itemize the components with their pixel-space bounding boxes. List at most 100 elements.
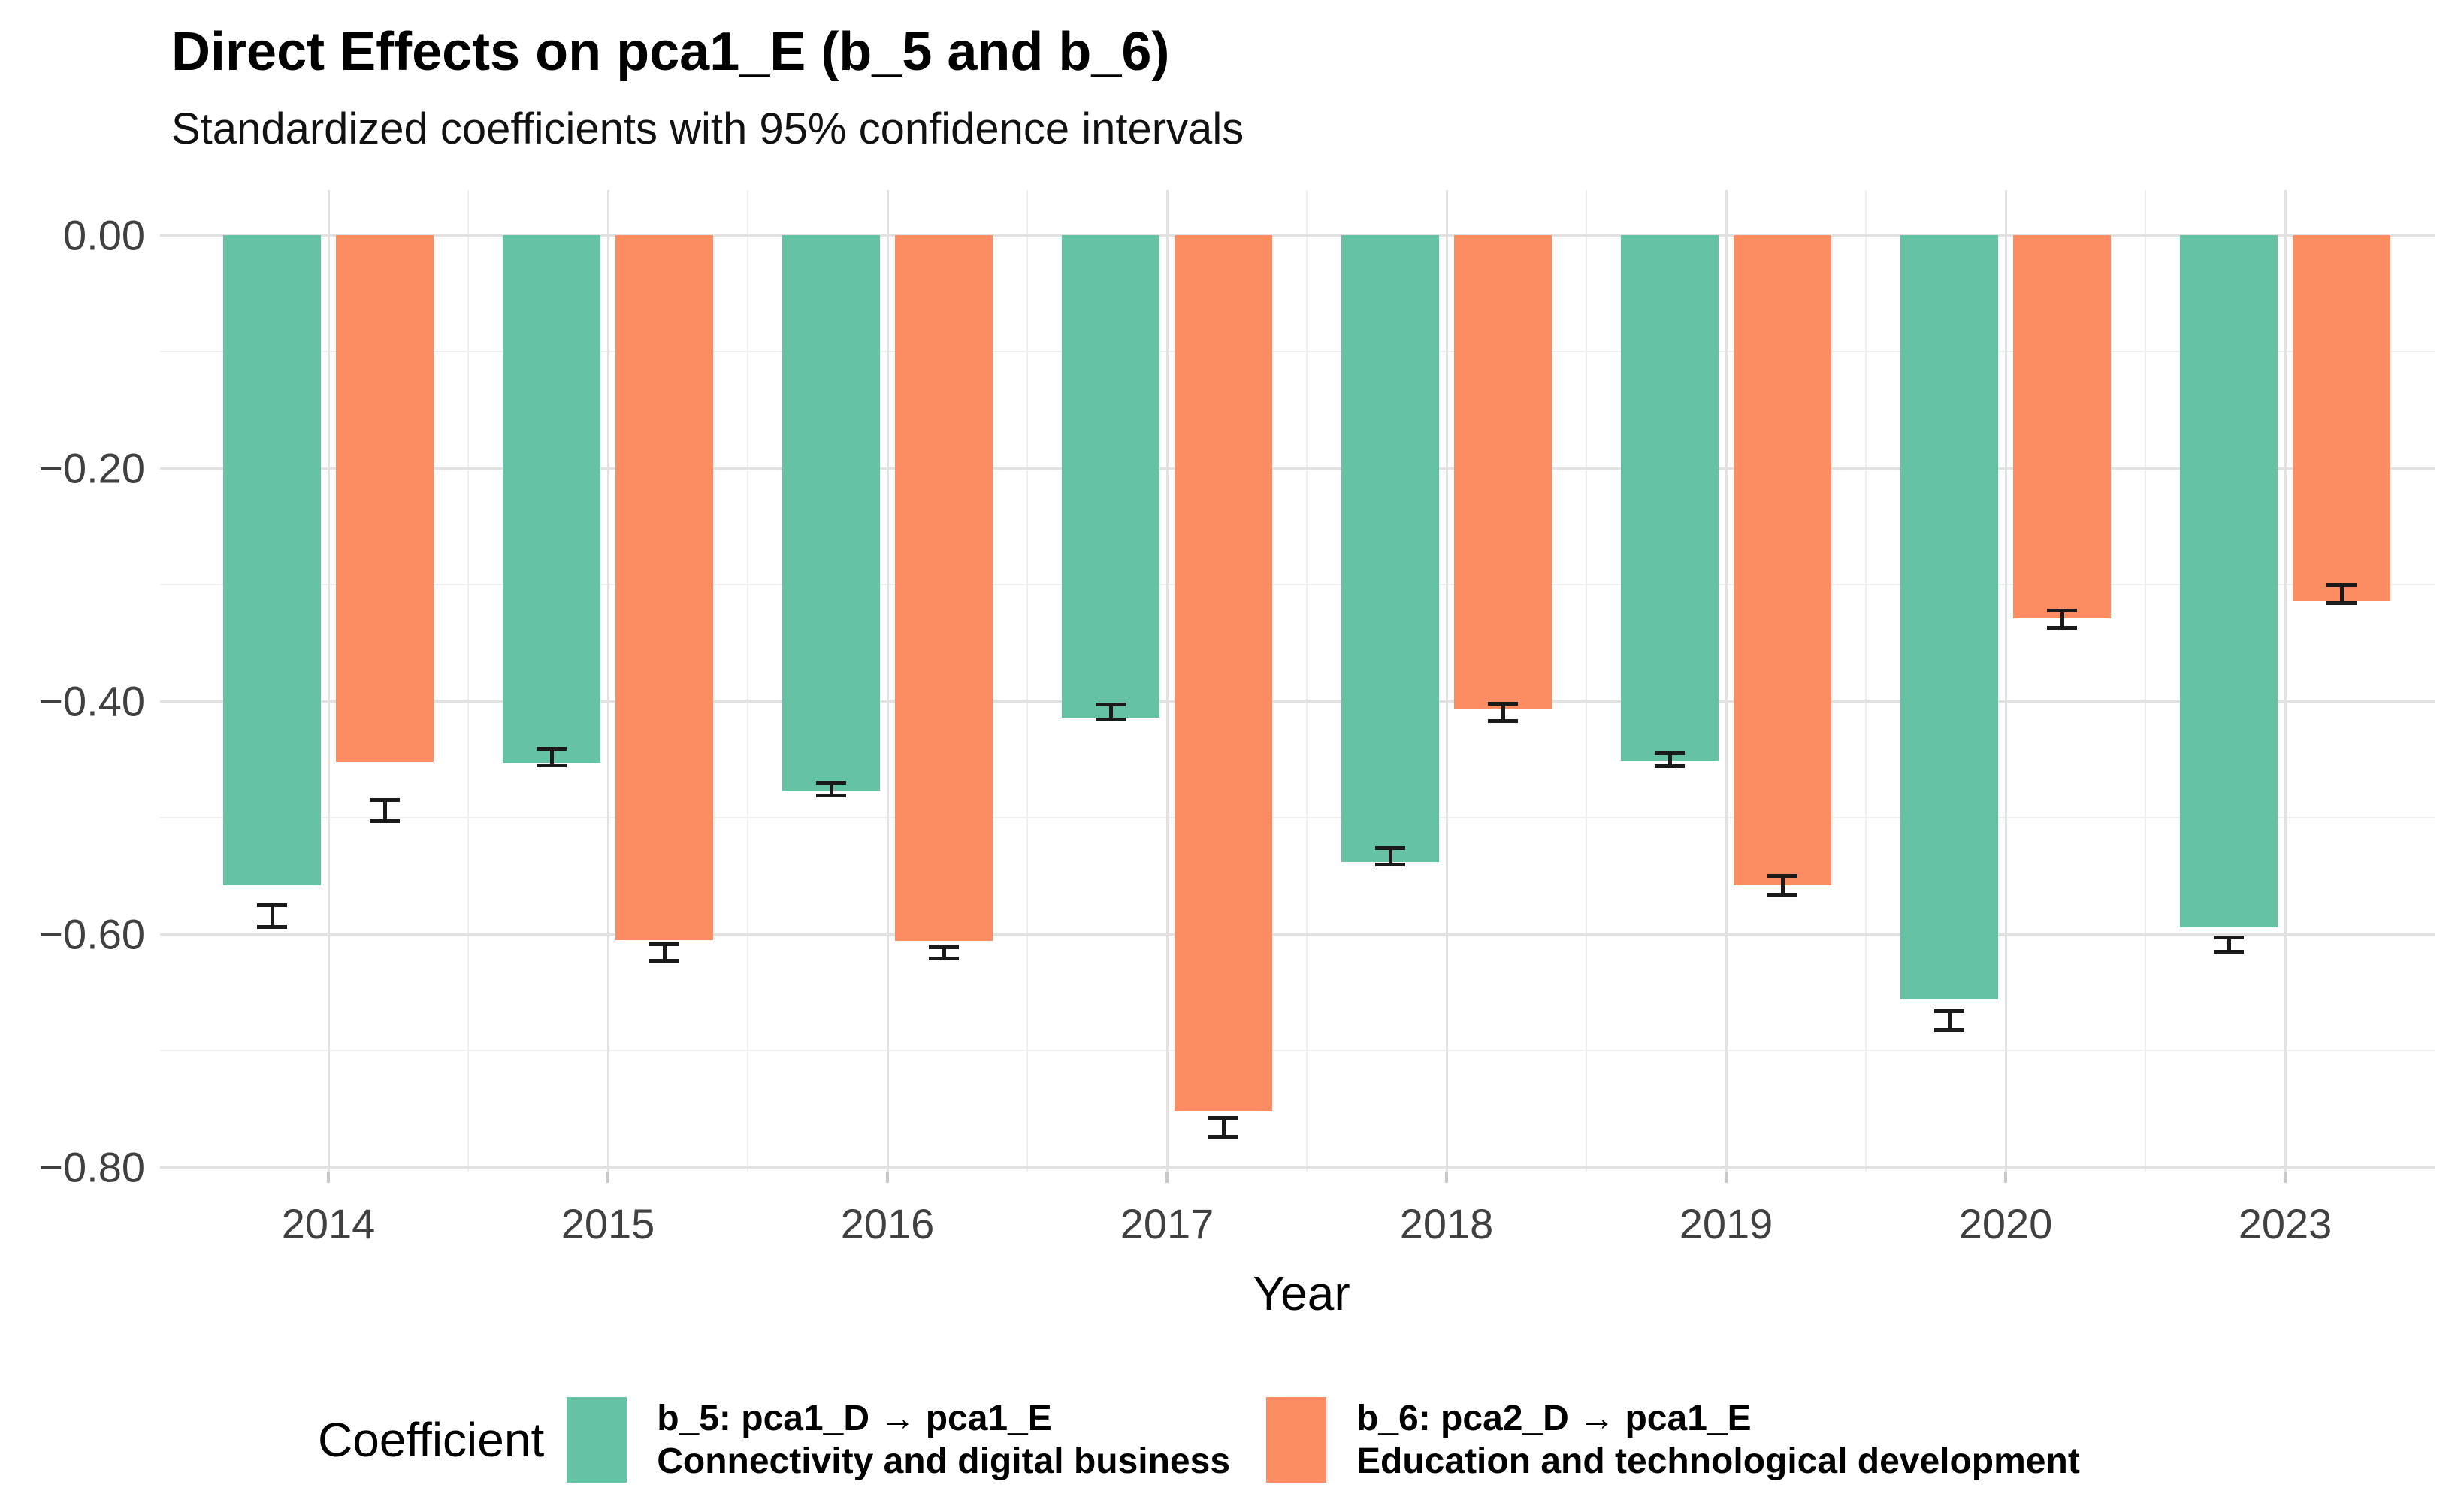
errorbar-b6-2015-cap-bottom [649,959,679,963]
bar-b6-2020 [2013,235,2111,618]
errorbar-b5-2019-cap-bottom [1655,764,1685,769]
errorbar-b6-2015-whisker [662,944,667,961]
gridline-vertical-minor [1306,190,1308,1172]
x-axis-tick-label: 2017 [1120,1200,1214,1247]
plot-panel [160,190,2435,1172]
gridline-vertical-major [1445,190,1448,1172]
bar-b5-2014 [223,235,321,885]
errorbar-b5-2016-cap-bottom [816,794,846,798]
gridline-horizontal-major [160,234,2435,237]
gridline-vertical-major [1165,190,1169,1172]
x-axis-tick [606,1172,609,1183]
gridline-horizontal-minor [160,817,2435,818]
legend-label-b5-line2: Connectivity and digital business [657,1441,1231,1481]
bar-b5-2018 [1341,235,1439,862]
errorbar-b6-2023-whisker [2339,585,2344,603]
x-axis-tick-label: 2019 [1679,1200,1773,1247]
errorbar-b6-2017-whisker [1221,1117,1226,1137]
bar-b6-2023 [2293,235,2390,601]
legend-label-b5-line1: b_5: pca1_D → pca1_E [657,1399,1052,1438]
errorbar-b5-2014-cap-bottom [257,925,287,930]
errorbar-b6-2019-cap-bottom [1767,892,1797,897]
bar-b5-2016 [782,235,880,791]
bar-b6-2016 [895,235,993,942]
gridline-horizontal-major [160,467,2435,470]
legend-label-b5: b_5: pca1_D → pca1_E Connectivity and di… [657,1397,1230,1483]
errorbar-b5-2018-cap-top [1375,845,1405,850]
errorbar-b6-2023-cap-bottom [2326,601,2357,606]
x-axis-title: Year [1253,1266,1350,1320]
legend-title: Coefficient [318,1413,545,1467]
errorbar-b5-2017-cap-top [1096,703,1126,707]
errorbar-b6-2017-cap-top [1208,1116,1238,1120]
gridline-vertical-minor [1026,190,1028,1172]
errorbar-b5-2023-whisker [2227,937,2231,952]
gridline-horizontal-minor [160,351,2435,352]
x-axis-tick [327,1172,330,1183]
x-axis-tick-label: 2014 [281,1200,376,1247]
y-axis-tick-label: 0.00 [63,211,145,259]
bar-b6-2017 [1175,235,1272,1111]
errorbar-b6-2020-cap-bottom [2047,625,2077,630]
y-axis-tick-label: −0.40 [38,677,145,725]
x-axis-tick-label: 2018 [1399,1200,1494,1247]
y-axis-tick-label: −0.80 [38,1143,145,1191]
x-axis-tick-label: 2020 [1958,1200,2053,1247]
x-axis-tick [1445,1172,1448,1183]
legend-label-b6: b_6: pca2_D → pca1_E Education and techn… [1356,1397,2080,1483]
x-axis-tick [1165,1172,1169,1183]
gridline-horizontal-major [160,933,2435,936]
errorbar-b5-2016-cap-top [816,781,846,785]
errorbar-b6-2015-cap-top [649,942,679,947]
errorbar-b5-2015-cap-bottom [537,763,567,767]
errorbar-b6-2016-cap-bottom [929,957,959,961]
gridline-vertical-major [606,190,609,1172]
errorbar-b5-2016-whisker [829,782,833,796]
errorbar-b6-2017-cap-bottom [1208,1135,1238,1139]
errorbar-b6-2014-cap-bottom [370,819,400,824]
gridline-vertical-major [886,190,889,1172]
x-axis-tick-label: 2023 [2238,1200,2333,1247]
x-axis-tick-label: 2015 [561,1200,655,1247]
bar-b6-2018 [1454,235,1552,709]
errorbar-b6-2019-whisker [1780,875,1785,895]
errorbar-b5-2023-cap-top [2214,936,2244,940]
errorbar-b5-2017-whisker [1108,704,1113,720]
gridline-vertical-minor [467,190,469,1172]
errorbar-b6-2020-cap-top [2047,608,2077,612]
errorbar-b6-2018-whisker [1501,703,1505,721]
gridline-vertical-major [327,190,330,1172]
errorbar-b5-2018-cap-bottom [1375,862,1405,866]
gridline-vertical-major [2004,190,2007,1172]
chart-subtitle: Standardized coefficients with 95% confi… [171,104,1244,153]
errorbar-b5-2020-cap-bottom [1934,1027,1964,1032]
errorbar-b5-2014-whisker [270,905,274,927]
errorbar-b6-2019-cap-top [1767,874,1797,878]
x-axis-tick-label: 2016 [840,1200,935,1247]
x-axis-tick [1725,1172,1728,1183]
errorbar-b6-2016-whisker [942,947,946,959]
gridline-vertical-minor [2145,190,2146,1172]
errorbar-b5-2018-whisker [1388,848,1392,864]
gridline-horizontal-minor [160,584,2435,585]
gridline-vertical-minor [1865,190,1867,1172]
y-axis-tick-label: −0.20 [38,444,145,492]
gridline-vertical-minor [1586,190,1587,1172]
gridline-vertical-minor [747,190,748,1172]
legend: Coefficient b_5: pca1_D → pca1_E Connect… [318,1387,2080,1492]
errorbar-b6-2014-cap-top [370,798,400,803]
bar-b5-2017 [1062,235,1159,718]
errorbar-b6-2023-cap-top [2326,582,2357,587]
legend-label-b6-line1: b_6: pca2_D → pca1_E [1356,1399,1752,1438]
errorbar-b5-2014-cap-top [257,903,287,907]
errorbar-b6-2018-cap-top [1488,701,1518,706]
gridline-horizontal-minor [160,1050,2435,1051]
legend-key-b6-swatch [1266,1397,1327,1483]
errorbar-b5-2020-cap-top [1934,1009,1964,1013]
errorbar-b5-2015-cap-top [537,747,567,751]
errorbar-b6-2016-cap-top [929,945,959,949]
bar-b6-2014 [336,235,434,762]
errorbar-b5-2019-cap-top [1655,751,1685,756]
errorbar-b5-2019-whisker [1667,753,1672,767]
